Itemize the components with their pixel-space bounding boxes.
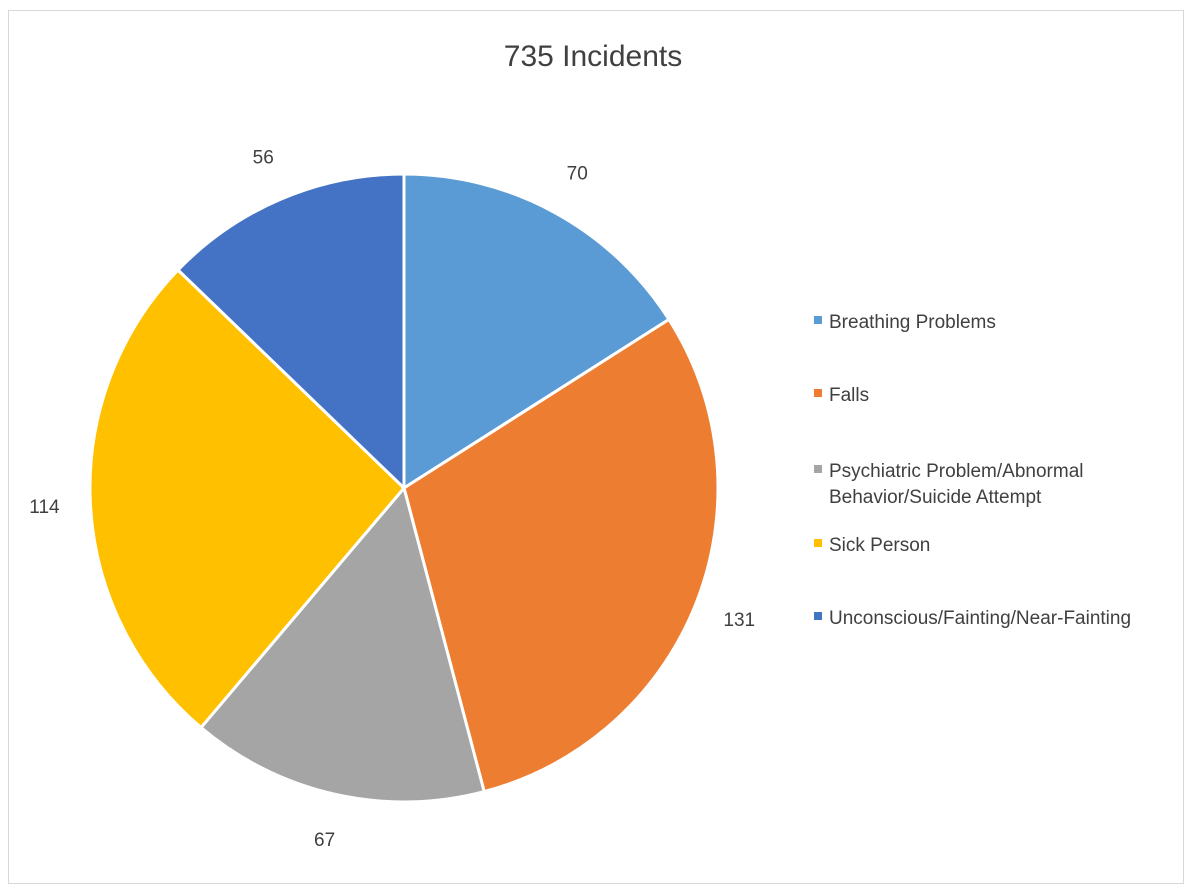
data-labels: 70 131 67 114 56 xyxy=(29,148,755,851)
legend-swatch-breathing-problems xyxy=(814,316,822,324)
legend-label-sick-person: Sick Person xyxy=(829,535,930,556)
data-label-falls: 131 xyxy=(723,610,755,631)
legend-label-psychiatric-problem-abnormal-behavior-suicide-attempt: Psychiatric Problem/Abnormal Behavior/Sui… xyxy=(829,461,1083,508)
pie-slice-unconscious-fainting-near-fainting xyxy=(175,172,406,492)
legend-label-falls: Falls xyxy=(829,385,869,406)
pie-slice-sick-person xyxy=(88,267,407,730)
data-label-psychiatric-problem-abnormal-behavior-suicide-attempt: 67 xyxy=(314,830,335,851)
pie-slice-falls xyxy=(402,317,720,794)
legend-label-breathing-problems: Breathing Problems xyxy=(829,312,996,333)
pie-slices xyxy=(88,172,720,804)
legend-swatch-unconscious-fainting-near-fainting xyxy=(814,612,822,620)
legend-swatch-psychiatric-problem-abnormal-behavior-suicide-attempt xyxy=(814,465,822,473)
pie-slice-breathing-problems xyxy=(402,172,671,491)
data-label-sick-person: 114 xyxy=(29,497,60,518)
legend-swatch-falls xyxy=(814,389,822,397)
pie-slice-psychiatric-problem-abnormal-behavior-suicide-attempt xyxy=(198,484,487,804)
chart-title: 735 Incidents xyxy=(504,40,682,73)
legend-swatch-sick-person xyxy=(814,539,822,547)
legend-label-unconscious-fainting-near-fainting: Unconscious/Fainting/Near-Fainting xyxy=(829,608,1131,629)
data-label-unconscious-fainting-near-fainting: 56 xyxy=(253,148,274,169)
data-label-breathing-problems: 70 xyxy=(567,163,588,184)
legend: Breathing Problems Falls Psychiatric Probl… xyxy=(814,312,1131,629)
